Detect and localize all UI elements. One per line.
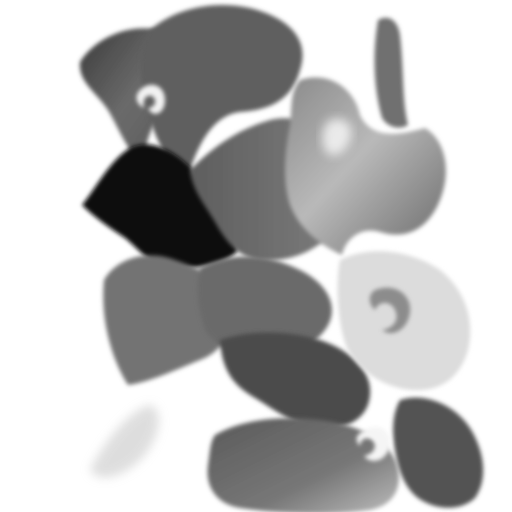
black-blob: [82, 144, 238, 269]
right-vertical-stroke: [374, 17, 408, 128]
gray-curl-right-lower: [369, 287, 411, 334]
middle-band-gray: [197, 256, 332, 357]
bottom-gray-block: [207, 418, 399, 512]
right-swirl-region: [285, 77, 446, 255]
top-gray-block: [140, 4, 303, 171]
lower-center-dark-block: [220, 332, 371, 429]
bottom-right-dark-swirl: [393, 397, 484, 508]
white-curl-top-left: [136, 84, 165, 114]
white-curl-bottom-right: [356, 426, 391, 461]
white-highlight-right: [322, 118, 352, 156]
faint-bottom-left-wisp: [90, 405, 159, 478]
